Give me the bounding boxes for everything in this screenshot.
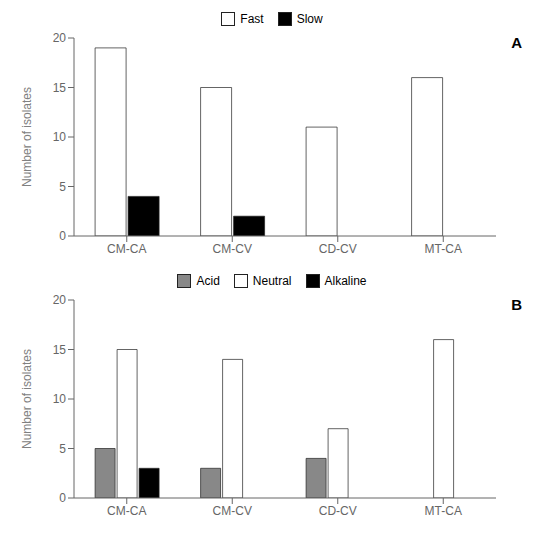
svg-text:Number of isolates: Number of isolates (20, 87, 34, 187)
svg-text:10: 10 (53, 130, 67, 144)
html-text:Alkaline: Alkaline (324, 274, 367, 288)
svg-text:CM-CV: CM-CV (213, 242, 252, 256)
svg-text:5: 5 (59, 442, 66, 456)
html-text:Slow: Slow (296, 12, 323, 26)
svg-text:15: 15 (53, 343, 67, 357)
svg-text:20: 20 (53, 31, 67, 45)
svg-text:5: 5 (59, 180, 66, 194)
html-text:Acid: Acid (196, 274, 220, 288)
svg-text:CM-CA: CM-CA (107, 242, 146, 256)
svg-text:CD-CV: CD-CV (319, 504, 357, 518)
html-text:Fast: Fast (240, 12, 264, 26)
svg-text:0: 0 (59, 491, 66, 505)
svg-text:CD-CV: CD-CV (319, 242, 357, 256)
html-text:B: B (511, 296, 522, 313)
svg-text:MT-CA: MT-CA (425, 242, 462, 256)
svg-text:Number of isolates: Number of isolates (20, 349, 34, 449)
svg-text:CM-CA: CM-CA (107, 504, 146, 518)
svg-text:15: 15 (53, 81, 67, 95)
svg-text:0: 0 (59, 229, 66, 243)
svg-text:CM-CV: CM-CV (213, 504, 252, 518)
html-text:Neutral: Neutral (252, 274, 292, 288)
svg-text:10: 10 (53, 392, 67, 406)
html-text:A: A (511, 34, 522, 51)
svg-text:MT-CA: MT-CA (425, 504, 462, 518)
svg-text:20: 20 (53, 293, 67, 307)
